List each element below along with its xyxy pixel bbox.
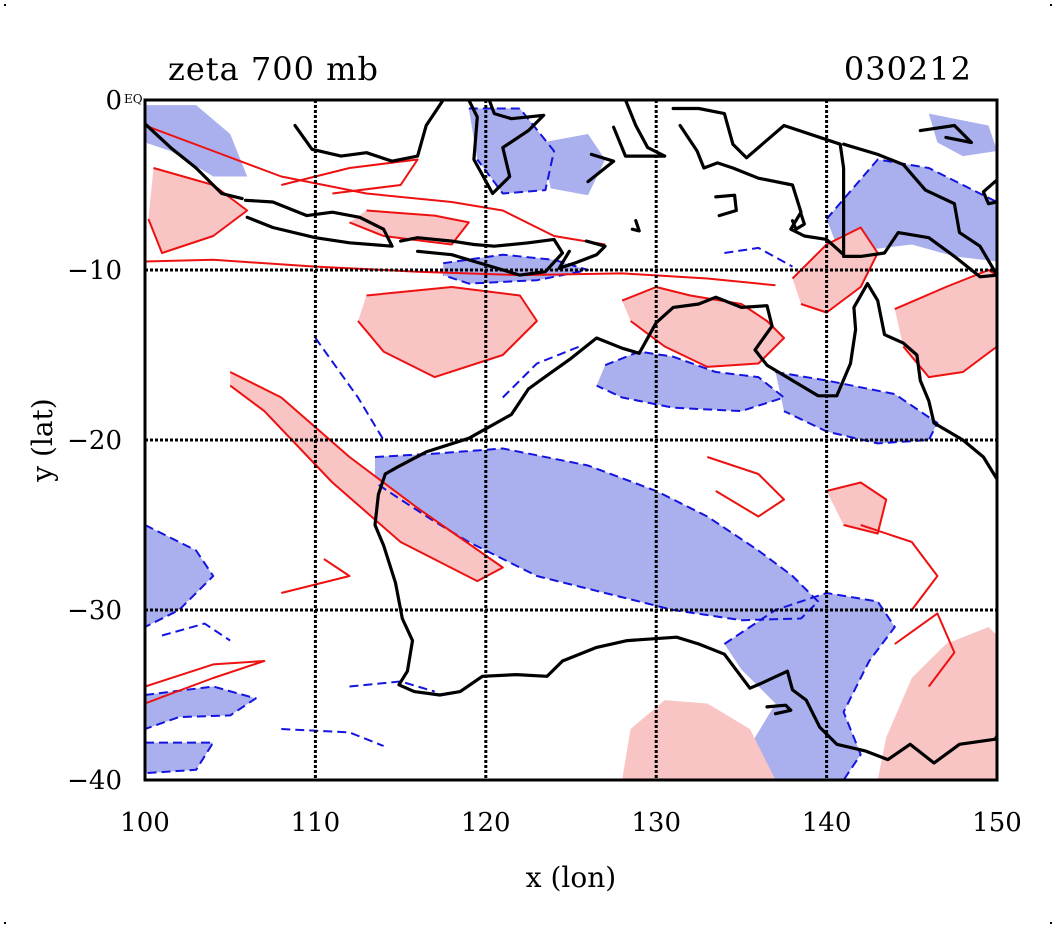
positive-region-7 (622, 700, 776, 780)
positive-contour-6 (894, 269, 997, 379)
negative-contour-15 (281, 728, 384, 747)
coastline-segment-8 (557, 239, 607, 270)
negative-region-6 (596, 351, 784, 412)
x-tick-label-4: 140 (802, 808, 852, 838)
x-tick-label-2: 120 (461, 808, 511, 838)
coastline-segment-11 (841, 142, 997, 279)
negative-contour-6 (775, 371, 939, 445)
coastline-segment-3 (243, 198, 394, 248)
negative-contour-0 (145, 524, 215, 628)
positive-region-1 (349, 210, 469, 245)
coastline-segment-0 (383, 282, 997, 481)
grid-layer (145, 100, 997, 780)
negative-contour-9 (468, 107, 555, 195)
positive-contour-0 (147, 167, 249, 254)
y-axis-label: y (lat) (26, 398, 59, 482)
negative-contour-2 (145, 741, 215, 775)
negative-region-1 (145, 525, 214, 627)
coastline-segment-6 (293, 100, 445, 163)
corner-marks (4, 4, 1052, 924)
coastline-segment-4 (145, 122, 244, 201)
coastline-segment-1 (373, 472, 997, 765)
positive-region-0 (148, 168, 248, 253)
y-tick-label-2: −20 (67, 426, 122, 456)
y-tick-label-1: −10 (67, 256, 122, 286)
positive-contour-11 (281, 558, 351, 594)
chart-title: zeta 700 mb (168, 50, 379, 88)
positive-contour-9 (145, 258, 776, 287)
positive-contour-7 (826, 481, 888, 535)
negative-region-8 (826, 159, 997, 262)
positive-region-3 (230, 372, 503, 582)
plot-area (145, 100, 997, 780)
negative-contour-7 (825, 158, 997, 220)
x-tick-label-0: 100 (120, 808, 170, 838)
positive-region-6 (894, 270, 997, 378)
negative-region-3 (145, 742, 214, 774)
x-tick-label-1: 110 (291, 808, 341, 838)
positive-region-2 (358, 287, 537, 378)
positive-vorticity-contour-layer (145, 124, 997, 705)
coastline-layer (145, 100, 997, 765)
negative-region-5 (724, 593, 895, 780)
negative-contour-13 (161, 622, 231, 642)
y-tick-label-0: 0 (105, 86, 122, 116)
coastline-segment-15 (586, 152, 616, 184)
negative-contour-1 (145, 685, 257, 730)
positive-contour-1 (349, 209, 470, 246)
coastline-segment-13 (981, 178, 997, 206)
coastline-segment-2 (765, 703, 793, 716)
coastline-segment-7 (467, 100, 546, 196)
negative-contour-4 (723, 592, 896, 780)
negative-contour-5 (596, 350, 785, 413)
positive-contour-15 (860, 524, 939, 611)
x-tick-labels: 100 110 120 130 140 150 (120, 808, 1022, 838)
negative-contour-14 (349, 680, 435, 693)
negative-region-7 (775, 372, 938, 444)
coastline-segment-9 (611, 100, 667, 158)
plot-frame (143, 98, 999, 782)
coastline-segment-12 (918, 123, 974, 145)
positive-contour-4 (621, 286, 785, 368)
positive-contour-13 (894, 612, 956, 688)
positive-contour-8 (145, 124, 606, 246)
coastline-segment-14 (630, 219, 641, 233)
y-tick-label-3: −30 (67, 596, 122, 626)
positive-contour-10 (281, 158, 419, 195)
chart-date-label: 030212 (844, 50, 972, 88)
negative-contour-10 (314, 337, 385, 441)
x-tick-label-3: 130 (631, 808, 681, 838)
negative-contour-12 (724, 246, 793, 268)
y-tick-label-4: −40 (67, 766, 122, 796)
coastline-segment-5 (399, 236, 565, 277)
y-tick-labels: 0 −10 −20 −30 −40 (67, 86, 122, 796)
negative-contour-11 (502, 345, 580, 399)
negative-region-0 (145, 105, 248, 177)
positive-region-9 (826, 482, 887, 534)
coastline-segment-16 (714, 193, 738, 218)
negative-region-11 (468, 108, 554, 194)
positive-contour-14 (706, 456, 785, 518)
x-axis-label: x (lon) (526, 861, 616, 894)
coastline-segment-17 (790, 212, 807, 231)
positive-contour-2 (357, 286, 538, 379)
x-tick-label-5: 150 (972, 808, 1022, 838)
positive-contour-12 (145, 660, 266, 705)
coastline-segment-10 (671, 106, 846, 257)
equator-label: EQ (124, 92, 143, 106)
